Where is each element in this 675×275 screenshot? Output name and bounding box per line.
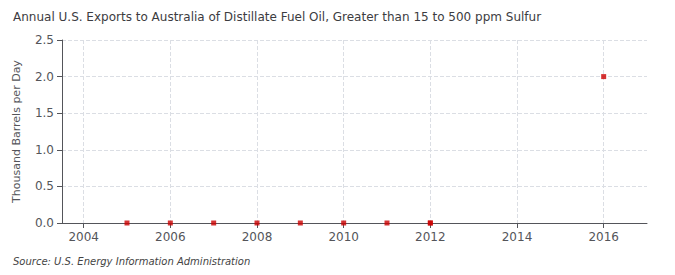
svg-text:Source: U.S. Energy Informatio: Source: U.S. Energy Information Administ… bbox=[13, 256, 250, 267]
svg-text:2004: 2004 bbox=[68, 230, 99, 244]
svg-text:2006: 2006 bbox=[155, 230, 186, 244]
svg-text:0.0: 0.0 bbox=[35, 216, 54, 230]
svg-text:1.0: 1.0 bbox=[35, 143, 54, 157]
svg-text:1.5: 1.5 bbox=[35, 106, 54, 120]
svg-text:0.5: 0.5 bbox=[35, 179, 54, 193]
svg-text:2.5: 2.5 bbox=[35, 33, 54, 47]
svg-text:2.0: 2.0 bbox=[35, 70, 54, 84]
svg-text:Annual U.S. Exports to Austral: Annual U.S. Exports to Australia of Dist… bbox=[13, 10, 541, 24]
svg-text:2014: 2014 bbox=[502, 230, 533, 244]
svg-text:2008: 2008 bbox=[242, 230, 273, 244]
svg-text:2010: 2010 bbox=[328, 230, 359, 244]
svg-text:2012: 2012 bbox=[415, 230, 446, 244]
svg-text:Thousand Barrels per Day: Thousand Barrels per Day bbox=[10, 60, 23, 204]
svg-text:2016: 2016 bbox=[588, 230, 619, 244]
